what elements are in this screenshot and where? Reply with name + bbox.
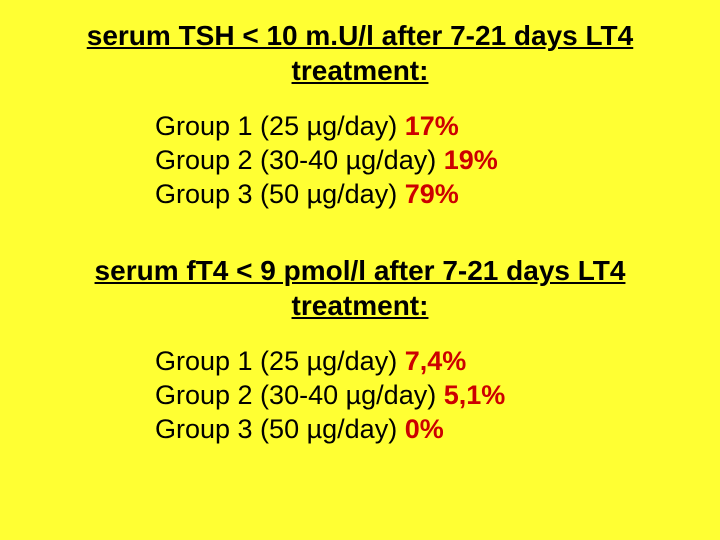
section1-group2-label: Group 2 (30-40 µg/day) bbox=[155, 145, 436, 175]
section2-group3-label: Group 3 (50 µg/day) bbox=[155, 414, 397, 444]
section2-group1: Group 1 (25 µg/day) 7,4% bbox=[155, 345, 680, 379]
section1-group3-pct: 79% bbox=[405, 179, 459, 209]
section1-heading-line2: treatment: bbox=[292, 55, 429, 86]
section2-heading-line1: serum fT4 < 9 pmol/l after 7-21 days LT4 bbox=[95, 255, 626, 286]
section1-group2: Group 2 (30-40 µg/day) 19% bbox=[155, 144, 680, 178]
section2-heading: serum fT4 < 9 pmol/l after 7-21 days LT4… bbox=[40, 253, 680, 323]
section1-group2-pct: 19% bbox=[444, 145, 498, 175]
section1-group1-label: Group 1 (25 µg/day) bbox=[155, 111, 397, 141]
section2-group1-pct: 7,4% bbox=[405, 346, 467, 376]
section1-heading-line1: serum TSH < 10 m.U/l after 7-21 days LT4 bbox=[87, 20, 633, 51]
section2-group3: Group 3 (50 µg/day) 0% bbox=[155, 413, 680, 447]
section1-group1: Group 1 (25 µg/day) 17% bbox=[155, 110, 680, 144]
section2-heading-line2: treatment: bbox=[292, 290, 429, 321]
section2-group3-pct: 0% bbox=[405, 414, 444, 444]
section1-group3: Group 3 (50 µg/day) 79% bbox=[155, 178, 680, 212]
slide: serum TSH < 10 m.U/l after 7-21 days LT4… bbox=[0, 0, 720, 447]
section1-heading: serum TSH < 10 m.U/l after 7-21 days LT4… bbox=[40, 18, 680, 88]
section1-group1-pct: 17% bbox=[405, 111, 459, 141]
section1-groups: Group 1 (25 µg/day) 17% Group 2 (30-40 µ… bbox=[155, 110, 680, 211]
section2-group1-label: Group 1 (25 µg/day) bbox=[155, 346, 397, 376]
section2-group2-pct: 5,1% bbox=[444, 380, 506, 410]
section2-groups: Group 1 (25 µg/day) 7,4% Group 2 (30-40 … bbox=[155, 345, 680, 446]
section1-group3-label: Group 3 (50 µg/day) bbox=[155, 179, 397, 209]
section2-group2-label: Group 2 (30-40 µg/day) bbox=[155, 380, 436, 410]
section2-group2: Group 2 (30-40 µg/day) 5,1% bbox=[155, 379, 680, 413]
